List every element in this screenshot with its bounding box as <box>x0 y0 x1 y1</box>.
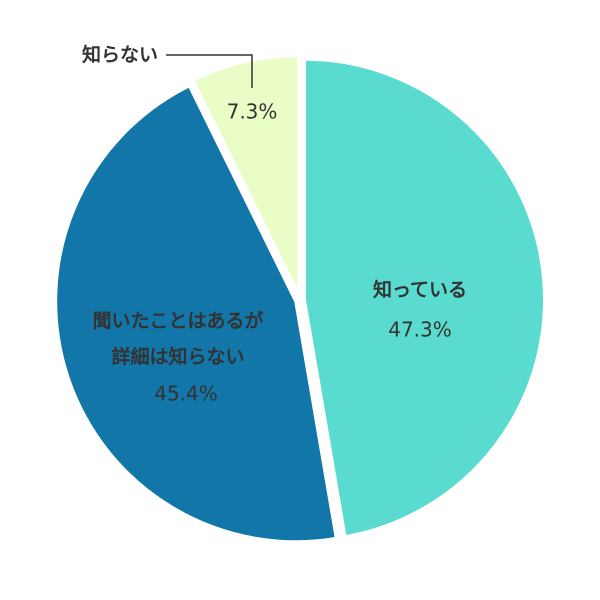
leader-line <box>166 54 253 88</box>
slice-label: 知っている <box>373 278 467 301</box>
slice-label: 知らない <box>82 43 158 66</box>
value-label: 7.3% <box>227 100 278 124</box>
pie <box>53 53 547 545</box>
value-label: 45.4% <box>154 382 218 406</box>
value-label: 47.3% <box>388 318 452 342</box>
pie-slice <box>301 56 547 540</box>
pie-slice <box>53 82 340 545</box>
slice-label: 聞いたことはあるが詳細は知らない <box>92 309 263 368</box>
pie-slice <box>189 53 302 297</box>
